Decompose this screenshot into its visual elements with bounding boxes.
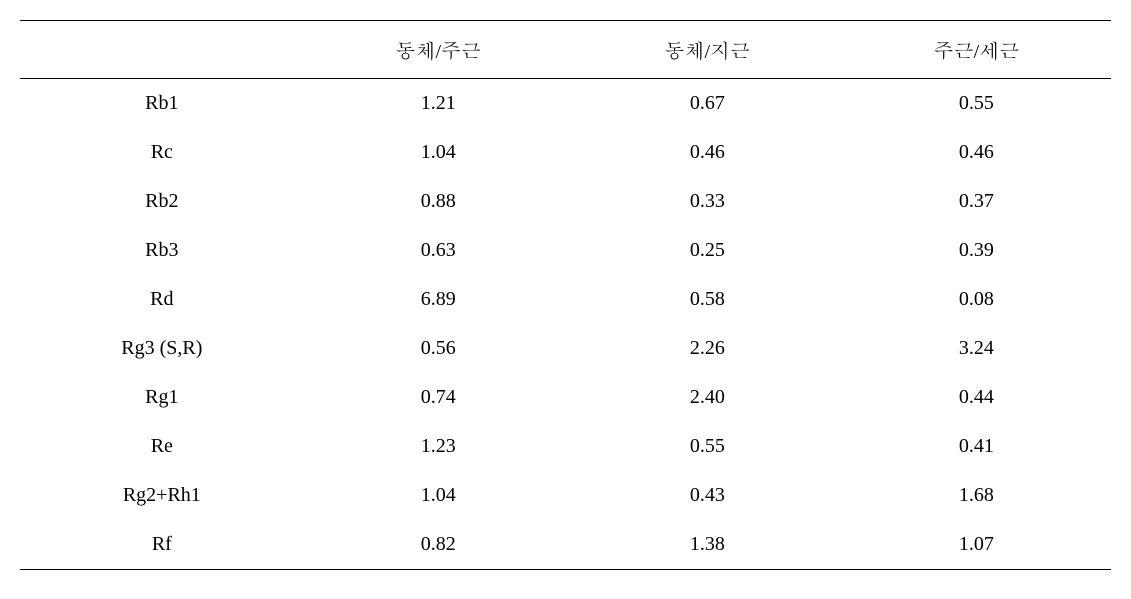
- table-row: Rd 6.89 0.58 0.08: [20, 275, 1111, 324]
- table-cell: 0.08: [842, 275, 1111, 324]
- table-row: Rc 1.04 0.46 0.46: [20, 128, 1111, 177]
- table-row-label: Rg3 (S,R): [20, 324, 304, 373]
- table-row-label: Rb1: [20, 79, 304, 129]
- table-row: Re 1.23 0.55 0.41: [20, 422, 1111, 471]
- table-row: Rg3 (S,R) 0.56 2.26 3.24: [20, 324, 1111, 373]
- table-row: Rg2+Rh1 1.04 0.43 1.68: [20, 471, 1111, 520]
- table-cell: 0.44: [842, 373, 1111, 422]
- table-header-row: 동체/주근 동체/지근 주근/세근: [20, 21, 1111, 79]
- table-cell: 1.21: [304, 79, 573, 129]
- table-cell: 0.63: [304, 226, 573, 275]
- data-table: 동체/주근 동체/지근 주근/세근 Rb1 1.21 0.67 0.55 Rc …: [20, 20, 1111, 570]
- table-cell: 0.55: [842, 79, 1111, 129]
- table-cell: 1.07: [842, 520, 1111, 570]
- table-cell: 0.43: [573, 471, 842, 520]
- table-cell: 0.56: [304, 324, 573, 373]
- table-cell: 0.46: [573, 128, 842, 177]
- table-row: Rg1 0.74 2.40 0.44: [20, 373, 1111, 422]
- table-row-label: Rd: [20, 275, 304, 324]
- table-row: Rb3 0.63 0.25 0.39: [20, 226, 1111, 275]
- table-row-label: Rb3: [20, 226, 304, 275]
- table-cell: 0.37: [842, 177, 1111, 226]
- table-header: 동체/주근 동체/지근 주근/세근: [20, 21, 1111, 79]
- table-cell: 1.04: [304, 128, 573, 177]
- table-header-cell-2: 동체/지근: [573, 21, 842, 79]
- table-cell: 0.41: [842, 422, 1111, 471]
- table-cell: 0.82: [304, 520, 573, 570]
- table-row: Rf 0.82 1.38 1.07: [20, 520, 1111, 570]
- data-table-container: 동체/주근 동체/지근 주근/세근 Rb1 1.21 0.67 0.55 Rc …: [20, 20, 1111, 570]
- table-cell: 0.33: [573, 177, 842, 226]
- table-row-label: Rg1: [20, 373, 304, 422]
- table-cell: 0.46: [842, 128, 1111, 177]
- table-cell: 0.88: [304, 177, 573, 226]
- table-header-cell-blank: [20, 21, 304, 79]
- table-row-label: Rb2: [20, 177, 304, 226]
- table-cell: 0.39: [842, 226, 1111, 275]
- table-row: Rb1 1.21 0.67 0.55: [20, 79, 1111, 129]
- table-cell: 0.67: [573, 79, 842, 129]
- table-cell: 3.24: [842, 324, 1111, 373]
- table-row-label: Rf: [20, 520, 304, 570]
- table-cell: 2.26: [573, 324, 842, 373]
- table-cell: 0.25: [573, 226, 842, 275]
- table-row-label: Rc: [20, 128, 304, 177]
- table-cell: 1.68: [842, 471, 1111, 520]
- table-cell: 1.23: [304, 422, 573, 471]
- table-cell: 6.89: [304, 275, 573, 324]
- table-cell: 0.74: [304, 373, 573, 422]
- table-row-label: Re: [20, 422, 304, 471]
- table-body: Rb1 1.21 0.67 0.55 Rc 1.04 0.46 0.46 Rb2…: [20, 79, 1111, 570]
- table-cell: 0.58: [573, 275, 842, 324]
- table-cell: 1.04: [304, 471, 573, 520]
- table-row-label: Rg2+Rh1: [20, 471, 304, 520]
- table-cell: 0.55: [573, 422, 842, 471]
- table-row: Rb2 0.88 0.33 0.37: [20, 177, 1111, 226]
- table-cell: 2.40: [573, 373, 842, 422]
- table-header-cell-1: 동체/주근: [304, 21, 573, 79]
- table-header-cell-3: 주근/세근: [842, 21, 1111, 79]
- table-cell: 1.38: [573, 520, 842, 570]
